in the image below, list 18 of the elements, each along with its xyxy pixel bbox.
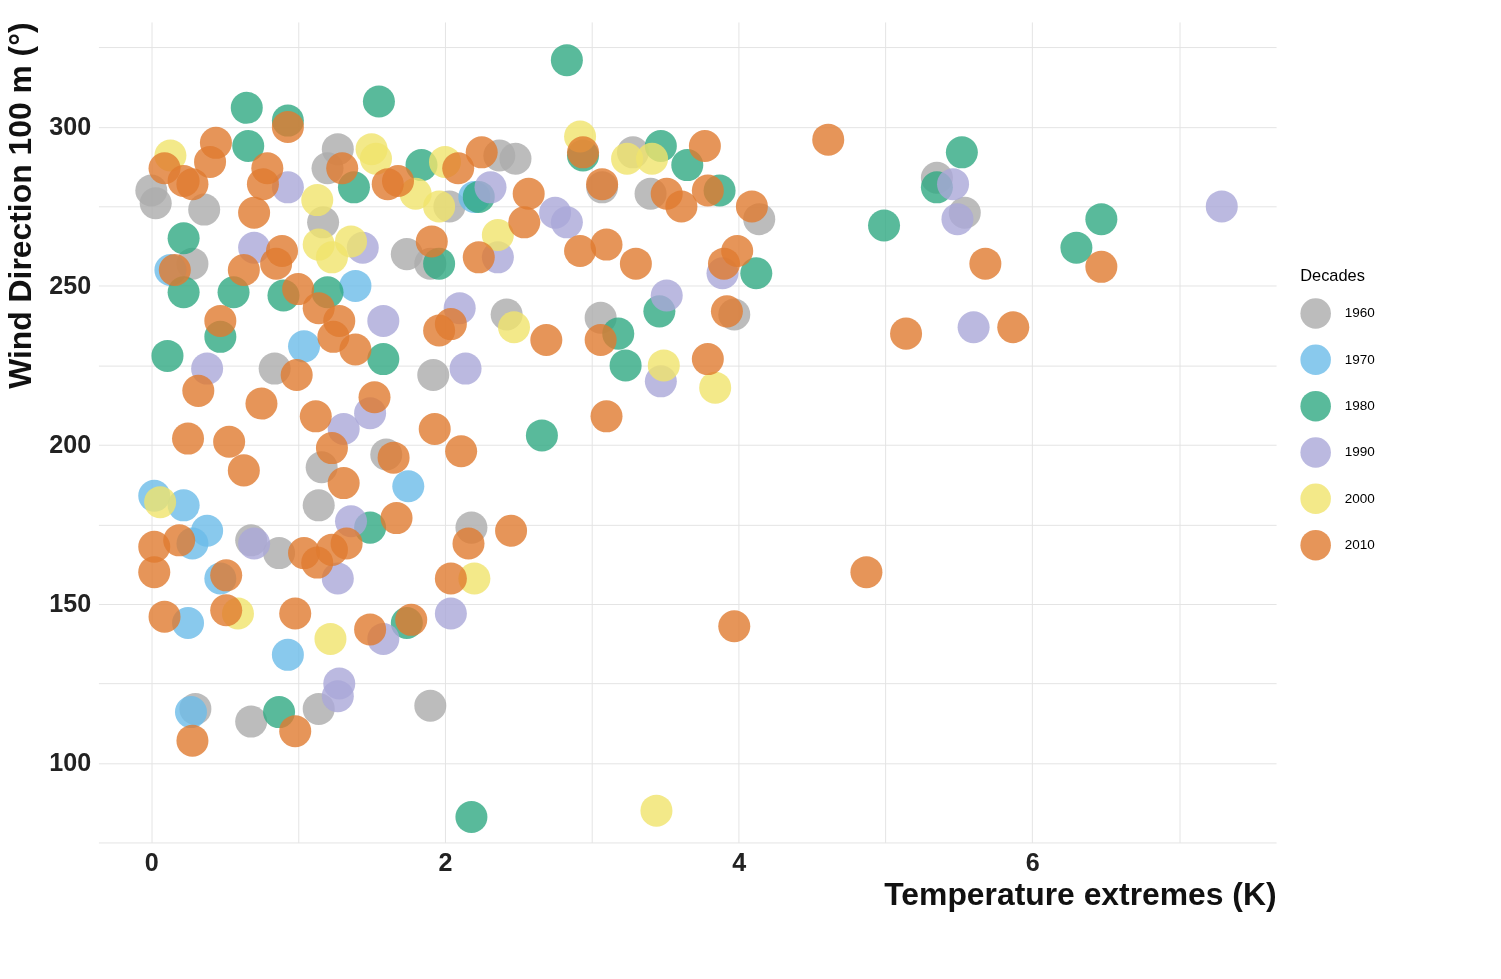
y-tick-label: 200 [49, 430, 92, 459]
y-tick-label: 300 [49, 112, 92, 141]
x-tick-label: 4 [732, 847, 747, 876]
legend-label: 1970 [1344, 351, 1375, 367]
legend-label: 1980 [1344, 398, 1375, 414]
legend-label: 2000 [1344, 490, 1375, 506]
legend-label: 2010 [1344, 537, 1375, 553]
x-tick-label: 6 [1025, 847, 1040, 876]
legend-label: 1990 [1344, 444, 1375, 460]
y-tick-label: 150 [49, 589, 92, 618]
legend-label: 1960 [1344, 305, 1375, 321]
legend-title: Decades [1300, 265, 1365, 284]
y-axis-title: Wind Direction 100 m (°) [2, 22, 38, 389]
x-tick-label: 2 [438, 847, 453, 876]
y-tick-label: 250 [49, 271, 92, 300]
x-axis-title: Temperature extremes (K) [884, 875, 1277, 912]
x-tick-label: 0 [144, 847, 159, 876]
y-tick-label: 100 [49, 748, 92, 777]
